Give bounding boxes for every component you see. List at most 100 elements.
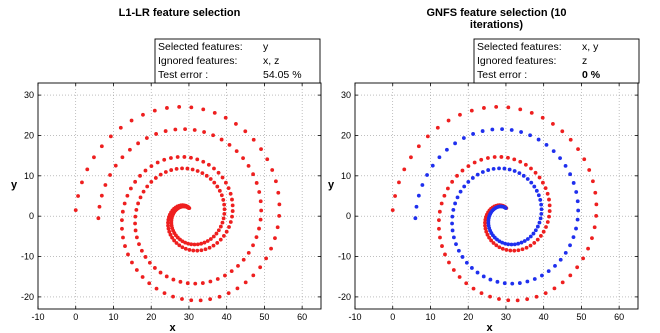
- y-axis-label: y: [328, 179, 335, 191]
- data-point: [133, 179, 138, 184]
- data-point: [201, 107, 206, 112]
- data-point: [185, 166, 190, 171]
- data-point: [522, 239, 527, 243]
- data-point: [97, 204, 102, 209]
- legend-key: Selected features:: [477, 41, 562, 53]
- data-point: [518, 159, 523, 164]
- data-point: [127, 147, 132, 152]
- data-point: [451, 235, 456, 240]
- legend-value: x, z: [263, 55, 279, 67]
- data-point: [492, 155, 497, 159]
- x-tick-label: 40: [539, 312, 549, 322]
- data-point: [251, 273, 256, 278]
- data-point: [246, 164, 251, 168]
- x-axis-label: x: [169, 322, 176, 333]
- data-point: [218, 224, 223, 229]
- data-point: [491, 166, 496, 171]
- data-point: [195, 169, 200, 173]
- data-point: [221, 216, 226, 221]
- data-point: [199, 241, 204, 246]
- data-point: [139, 248, 144, 253]
- data-point: [120, 155, 125, 160]
- data-point: [241, 257, 246, 262]
- data-point: [575, 199, 580, 204]
- data-point: [85, 167, 90, 172]
- data-point: [269, 246, 273, 251]
- data-point: [189, 242, 194, 247]
- data-point: [217, 294, 222, 299]
- data-point: [409, 155, 413, 160]
- data-point: [481, 274, 486, 279]
- data-point: [183, 127, 187, 131]
- data-point: [241, 156, 245, 161]
- x-tick-label: 50: [259, 312, 269, 322]
- data-point: [453, 141, 457, 146]
- data-point: [469, 266, 474, 270]
- data-point: [76, 194, 80, 198]
- data-point: [536, 193, 541, 198]
- data-point: [202, 130, 206, 134]
- data-point: [224, 229, 229, 234]
- data-point: [489, 238, 494, 243]
- data-point: [450, 228, 455, 233]
- data-point: [143, 168, 148, 173]
- data-point: [510, 281, 515, 286]
- data-point: [393, 194, 397, 198]
- y-tick-label: 30: [341, 90, 351, 100]
- x-tick-label: 20: [463, 312, 473, 322]
- data-point: [551, 122, 555, 126]
- y-tick-label: -10: [338, 252, 351, 262]
- data-point: [506, 242, 511, 247]
- y-tick-label: 0: [29, 211, 34, 221]
- data-point: [454, 242, 458, 247]
- data-point: [182, 155, 187, 159]
- data-point: [130, 260, 134, 265]
- data-point: [230, 209, 235, 213]
- data-point: [576, 147, 580, 152]
- legend-value: 0 %: [582, 69, 601, 81]
- data-point: [455, 173, 459, 178]
- data-point: [186, 241, 191, 246]
- data-point: [177, 104, 182, 109]
- data-point: [147, 260, 152, 265]
- data-point: [488, 277, 493, 282]
- data-point: [206, 162, 211, 167]
- data-point: [525, 237, 530, 241]
- data-point: [568, 172, 573, 177]
- data-point: [397, 180, 401, 185]
- data-point: [152, 108, 157, 113]
- y-tick-label: 20: [24, 130, 34, 140]
- data-point: [192, 242, 197, 247]
- data-point: [590, 179, 595, 184]
- data-point: [121, 235, 125, 240]
- data-point: [73, 208, 78, 213]
- data-point: [265, 157, 270, 162]
- data-point: [185, 281, 190, 286]
- data-point: [133, 221, 137, 226]
- legend-key: Test error :: [158, 69, 208, 81]
- data-point: [547, 214, 551, 219]
- data-point: [143, 255, 148, 259]
- data-point: [92, 155, 96, 160]
- data-point: [457, 275, 462, 279]
- data-point: [485, 232, 490, 237]
- data-point: [198, 298, 203, 303]
- data-point: [123, 244, 127, 248]
- data-point: [447, 260, 451, 265]
- data-point: [187, 248, 192, 252]
- y-tick-label: 10: [341, 171, 351, 181]
- data-point: [195, 242, 200, 247]
- data-point: [500, 240, 505, 245]
- data-point: [136, 201, 141, 206]
- data-point: [154, 286, 159, 291]
- data-point: [222, 234, 226, 238]
- data-point: [99, 144, 104, 149]
- data-point: [483, 217, 488, 222]
- legend-key: Ignored features:: [158, 55, 237, 67]
- data-point: [475, 172, 480, 177]
- data-point: [531, 231, 536, 236]
- data-point: [99, 193, 104, 198]
- data-point: [479, 291, 484, 296]
- data-point: [174, 241, 179, 245]
- data-point: [215, 184, 220, 189]
